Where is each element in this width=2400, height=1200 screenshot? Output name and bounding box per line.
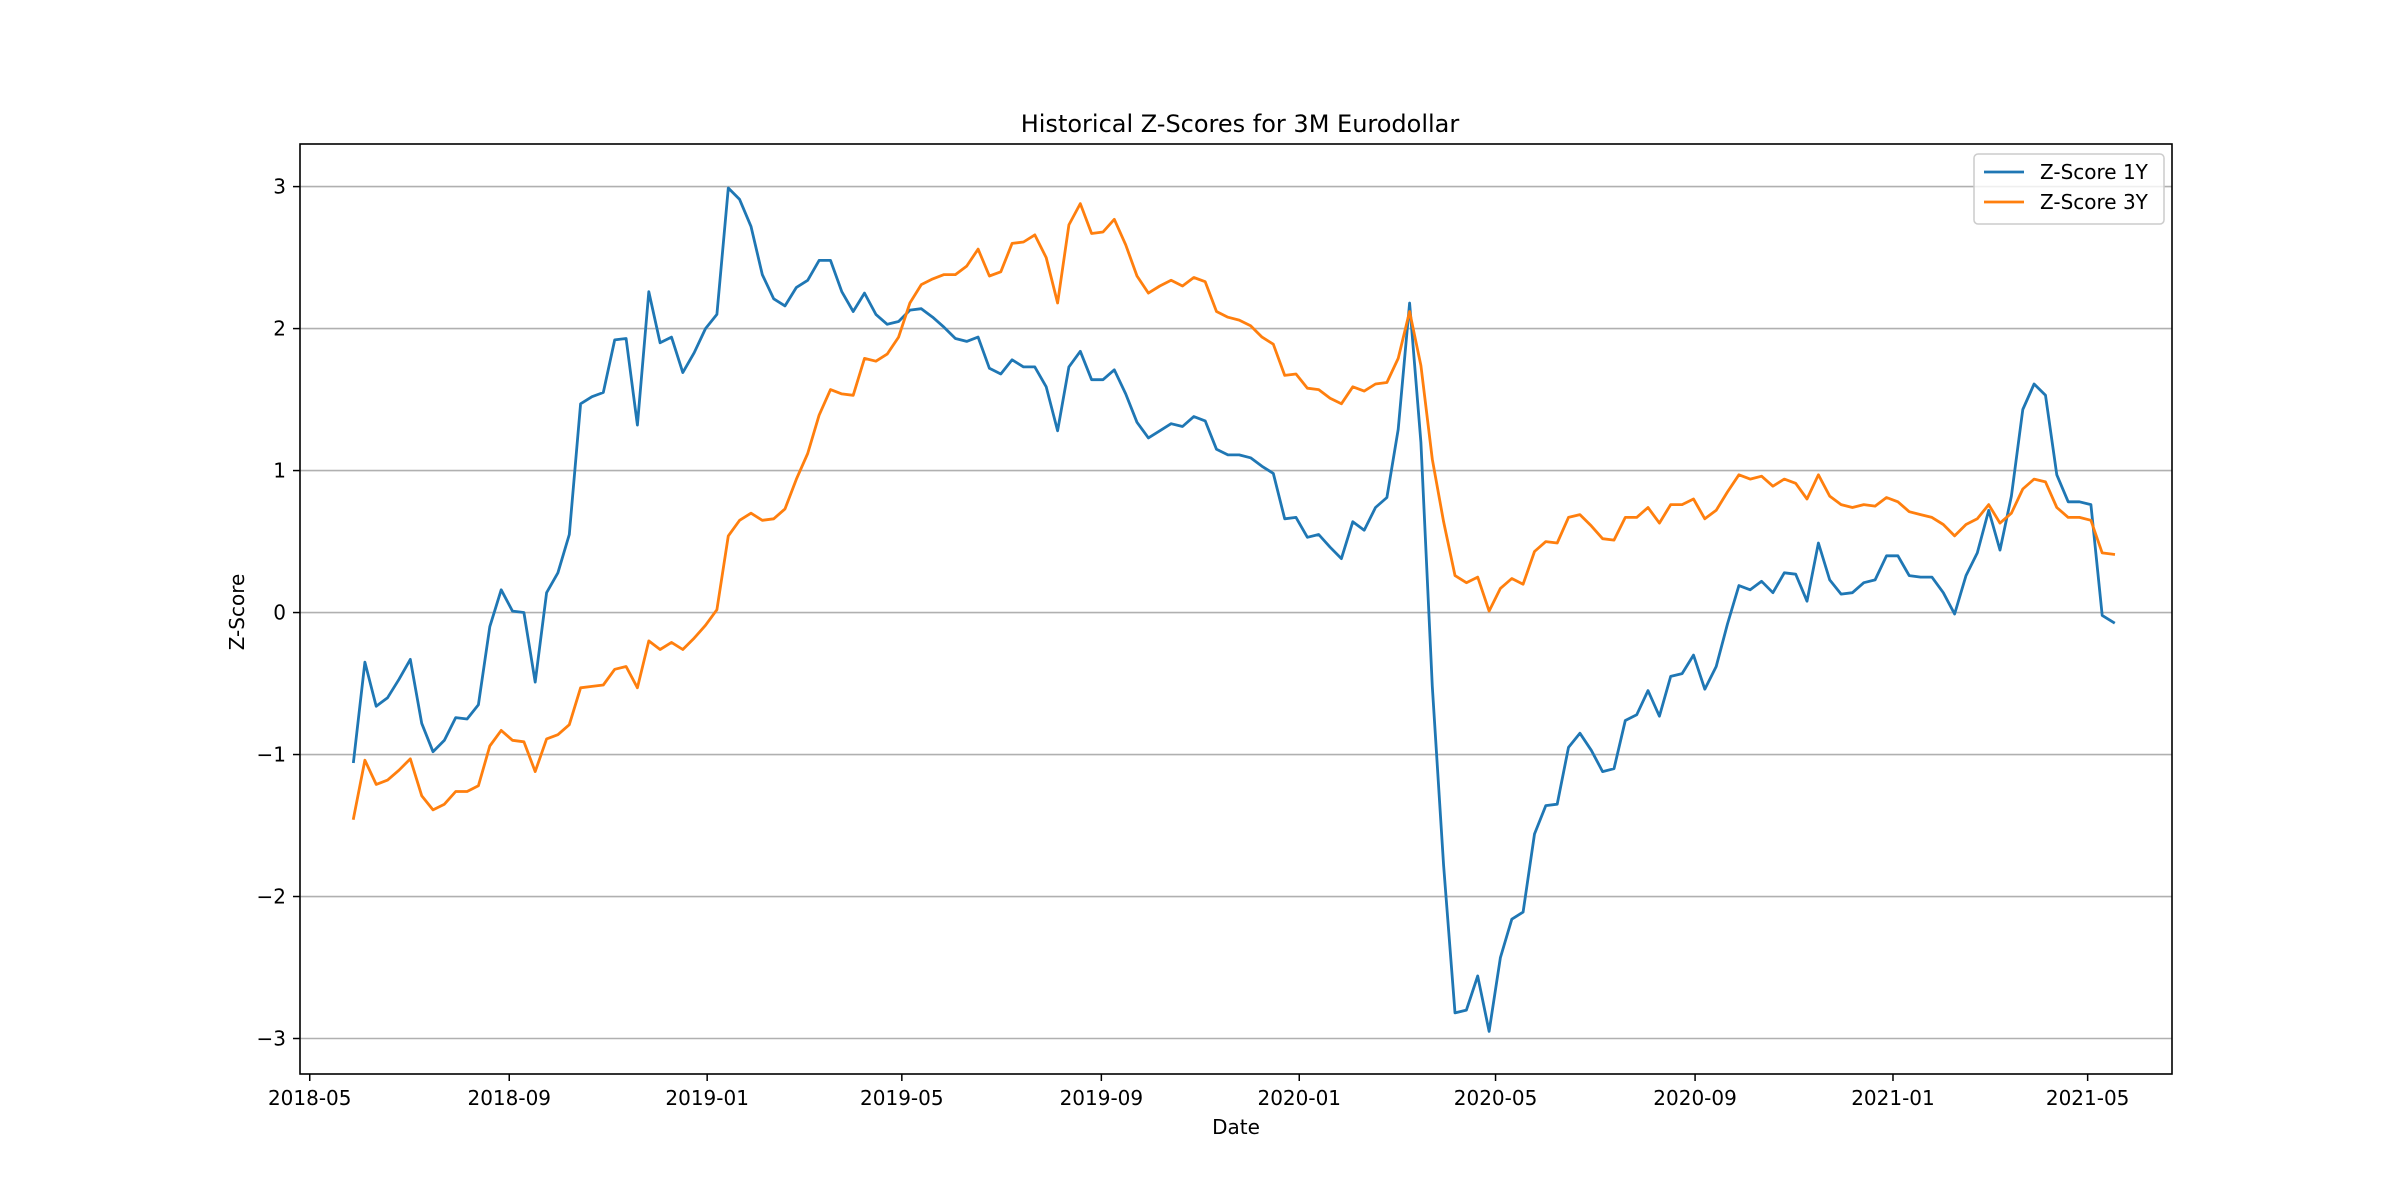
y-axis-label: Z-Score — [225, 574, 249, 651]
legend-label-zscore-1y: Z-Score 1Y — [2040, 160, 2149, 184]
y-tick-label: 0 — [273, 601, 286, 625]
x-tick-label: 2018-09 — [467, 1086, 551, 1110]
x-axis-ticks: 2018-05 2018-09 2019-01 2019-05 2019-09 2020-… — [268, 1074, 2129, 1110]
x-tick-label: 2018-05 — [268, 1086, 352, 1110]
x-axis-label: Date — [1212, 1115, 1260, 1139]
series-line-z-score-3y — [351, 202, 2116, 821]
x-tick-label: 2021-01 — [1851, 1086, 1935, 1110]
chart-title: Historical Z-Scores for 3M Eurodollar — [1021, 110, 1460, 138]
y-tick-label: 2 — [273, 317, 286, 341]
y-tick-label: −1 — [257, 743, 286, 767]
series-line-z-score-1y — [351, 186, 2116, 1033]
y-tick-label: 3 — [273, 175, 286, 199]
x-tick-label: 2021-05 — [2046, 1086, 2130, 1110]
x-tick-label: 2019-05 — [860, 1086, 944, 1110]
x-tick-label: 2020-05 — [1454, 1086, 1538, 1110]
x-tick-label: 2020-01 — [1257, 1086, 1341, 1110]
x-tick-label: 2020-09 — [1653, 1086, 1737, 1110]
grid-lines — [300, 185, 2172, 1040]
x-tick-label: 2019-01 — [665, 1086, 749, 1110]
plot-area-frame — [299, 143, 2173, 1075]
x-tick-label: 2019-09 — [1060, 1086, 1144, 1110]
y-tick-label: −2 — [257, 885, 286, 909]
y-axis-ticks: −3 −2 −1 0 1 2 3 — [257, 175, 300, 1051]
y-tick-label: −3 — [257, 1027, 286, 1051]
y-tick-label: 1 — [273, 459, 286, 483]
legend[interactable]: Z-Score 1Y Z-Score 3Y — [1973, 153, 2165, 225]
data-series — [351, 186, 2116, 1033]
legend-label-zscore-3y: Z-Score 3Y — [2040, 190, 2149, 214]
